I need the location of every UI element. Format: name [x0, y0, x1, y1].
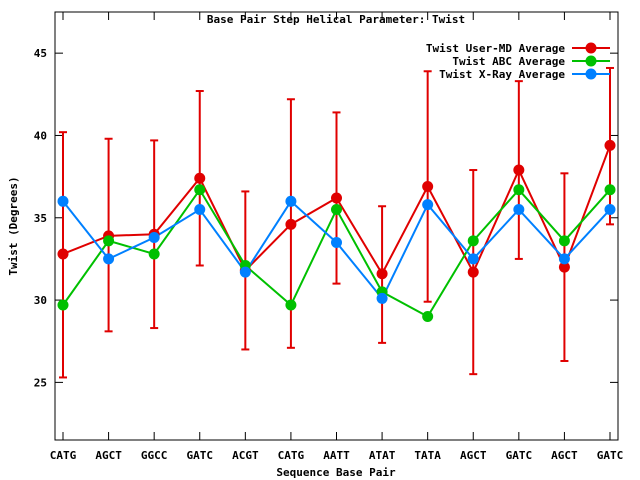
- x-tick-label-2: GGCC: [141, 449, 168, 462]
- y-tick-label-3: 40: [34, 129, 47, 142]
- point-s1-2: [148, 248, 160, 260]
- axis-ticks: 25 30 35 40 45 CATG AGCT GGCC GATC ACGT CATG AATT AT…: [34, 12, 624, 462]
- point-s2-12: [604, 204, 616, 216]
- x-tick-label-7: ATAT: [369, 449, 396, 462]
- point-s2-11: [558, 253, 570, 265]
- x-axis-label: Sequence Base Pair: [276, 466, 396, 479]
- point-s1-11: [558, 235, 570, 247]
- x-tick-label-1: AGCT: [95, 449, 122, 462]
- point-s1-9: [467, 235, 479, 247]
- point-s0-5: [285, 218, 297, 230]
- point-s1-5: [285, 299, 297, 311]
- x-tick-label-12: GATC: [597, 449, 624, 462]
- x-tick-label-6: AATT: [323, 449, 350, 462]
- point-s0-9: [467, 266, 479, 278]
- point-s0-3: [194, 172, 206, 184]
- point-s1-8: [422, 311, 434, 323]
- point-s0-12: [604, 139, 616, 151]
- x-tick-label-0: CATG: [50, 449, 77, 462]
- x-tick-label-4: ACGT: [232, 449, 259, 462]
- point-s2-4: [239, 266, 251, 278]
- point-s1-1: [103, 235, 115, 247]
- y-tick-label-2: 35: [34, 212, 47, 225]
- point-s2-3: [194, 204, 206, 216]
- y-tick-label-4: 45: [34, 47, 47, 60]
- series-group: [57, 139, 616, 323]
- point-s2-2: [148, 232, 160, 244]
- x-tick-label-5: CATG: [278, 449, 305, 462]
- legend-label-0: Twist User-MD Average: [426, 42, 565, 55]
- legend-marker-1: [585, 55, 597, 67]
- legend-marker-2: [585, 68, 597, 80]
- point-s0-8: [422, 180, 434, 192]
- point-s2-7: [376, 292, 388, 304]
- x-tick-label-8: TATA: [414, 449, 441, 462]
- point-s2-1: [103, 253, 115, 265]
- point-s0-0: [57, 248, 69, 260]
- y-tick-label-1: 30: [34, 294, 47, 307]
- point-s1-3: [194, 184, 206, 196]
- point-s2-10: [513, 204, 525, 216]
- point-s1-6: [331, 204, 342, 216]
- point-s2-0: [57, 195, 69, 207]
- point-s0-6: [331, 192, 342, 204]
- x-tick-label-10: GATC: [506, 449, 533, 462]
- point-s1-0: [57, 299, 69, 311]
- x-tick-label-11: AGCT: [551, 449, 578, 462]
- point-s2-8: [422, 199, 434, 211]
- point-s2-5: [285, 195, 297, 207]
- point-s0-7: [376, 268, 388, 280]
- legend-marker-0: [585, 42, 597, 54]
- y-axis-label: Twist (Degrees): [7, 176, 20, 275]
- point-s2-6: [331, 236, 342, 248]
- point-s1-10: [513, 184, 525, 196]
- x-tick-label-9: AGCT: [460, 449, 487, 462]
- point-s0-10: [513, 164, 525, 176]
- point-s0-11: [558, 261, 570, 273]
- legend-label-1: Twist ABC Average: [452, 55, 565, 68]
- x-tick-label-3: GATC: [187, 449, 214, 462]
- legend-label-2: Twist X-Ray Average: [439, 68, 565, 81]
- y-tick-label-0: 25: [34, 376, 47, 389]
- point-s1-12: [604, 184, 616, 196]
- point-s2-9: [467, 253, 479, 265]
